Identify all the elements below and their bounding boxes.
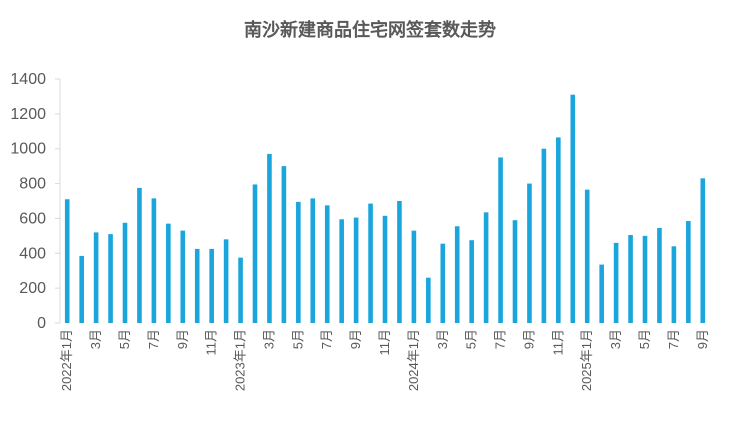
x-tick-label: 7月 bbox=[319, 329, 334, 349]
y-tick-label: 1000 bbox=[10, 141, 46, 158]
bar bbox=[700, 178, 706, 323]
bar bbox=[440, 243, 446, 323]
bar bbox=[454, 226, 460, 323]
bar bbox=[324, 205, 330, 323]
x-tick-label: 2024年1月 bbox=[406, 329, 421, 391]
y-tick-label: 1200 bbox=[10, 106, 46, 123]
bar bbox=[353, 217, 359, 323]
x-tick-label: 3月 bbox=[608, 329, 623, 349]
bar bbox=[642, 235, 648, 323]
bar bbox=[79, 255, 84, 323]
x-tick-label: 11月 bbox=[550, 329, 565, 356]
bar bbox=[223, 239, 229, 323]
bar bbox=[469, 240, 474, 323]
y-tick-label: 600 bbox=[19, 210, 46, 227]
bar bbox=[151, 198, 157, 323]
bar bbox=[194, 248, 200, 323]
bar bbox=[252, 184, 258, 323]
bar bbox=[137, 187, 142, 323]
x-tick-label: 2025年1月 bbox=[579, 329, 594, 391]
bar bbox=[238, 257, 243, 323]
bar bbox=[628, 234, 633, 323]
x-tick-label: 3月 bbox=[261, 329, 276, 349]
bar bbox=[570, 94, 576, 323]
bar bbox=[498, 157, 503, 323]
x-tick-label: 5月 bbox=[117, 329, 132, 349]
y-tick-label: 400 bbox=[19, 245, 46, 262]
bar bbox=[541, 148, 547, 323]
bar bbox=[512, 220, 518, 323]
bar bbox=[584, 189, 590, 323]
y-tick-label: 1400 bbox=[10, 71, 46, 88]
x-tick-label: 11月 bbox=[377, 329, 392, 356]
bar bbox=[209, 248, 214, 323]
bar bbox=[411, 230, 417, 323]
bar bbox=[310, 198, 316, 323]
bar bbox=[339, 219, 344, 323]
bar bbox=[599, 264, 604, 323]
x-tick-label: 3月 bbox=[435, 329, 450, 349]
x-tick-label: 9月 bbox=[521, 329, 536, 349]
bar bbox=[281, 166, 287, 323]
bar bbox=[657, 228, 662, 323]
y-tick-label: 200 bbox=[19, 280, 46, 297]
bar bbox=[382, 215, 388, 323]
bar bbox=[556, 137, 561, 323]
bar bbox=[93, 232, 99, 323]
x-tick-label: 9月 bbox=[348, 329, 363, 349]
x-tick-label: 9月 bbox=[175, 329, 190, 349]
bar bbox=[368, 203, 373, 323]
bar bbox=[527, 183, 532, 323]
x-tick-label: 7月 bbox=[493, 329, 508, 349]
x-tick-label: 3月 bbox=[88, 329, 103, 349]
y-tick-label: 800 bbox=[19, 176, 46, 193]
bar bbox=[180, 230, 186, 323]
y-tick-label: 0 bbox=[37, 315, 46, 332]
x-tick-label: 7月 bbox=[666, 329, 681, 349]
bar bbox=[122, 222, 128, 323]
bar bbox=[671, 246, 677, 323]
bar bbox=[483, 212, 489, 323]
bar bbox=[613, 242, 619, 323]
x-tick-label: 5月 bbox=[290, 329, 305, 349]
chart-title: 南沙新建商品住宅网签套数走势 bbox=[244, 19, 496, 40]
x-tick-label: 7月 bbox=[146, 329, 161, 349]
bar bbox=[166, 223, 171, 323]
x-tick-label: 5月 bbox=[464, 329, 479, 349]
bar bbox=[686, 221, 691, 323]
x-tick-label: 9月 bbox=[695, 329, 710, 349]
bar bbox=[64, 199, 70, 323]
bar bbox=[108, 234, 113, 323]
x-tick-label: 2022年1月 bbox=[59, 329, 74, 391]
x-tick-label: 5月 bbox=[637, 329, 652, 349]
bar bbox=[426, 277, 431, 323]
x-tick-label: 2023年1月 bbox=[233, 329, 248, 391]
bar bbox=[397, 201, 402, 323]
bar bbox=[267, 153, 272, 323]
bar bbox=[296, 201, 301, 323]
x-tick-label: 11月 bbox=[204, 329, 219, 356]
